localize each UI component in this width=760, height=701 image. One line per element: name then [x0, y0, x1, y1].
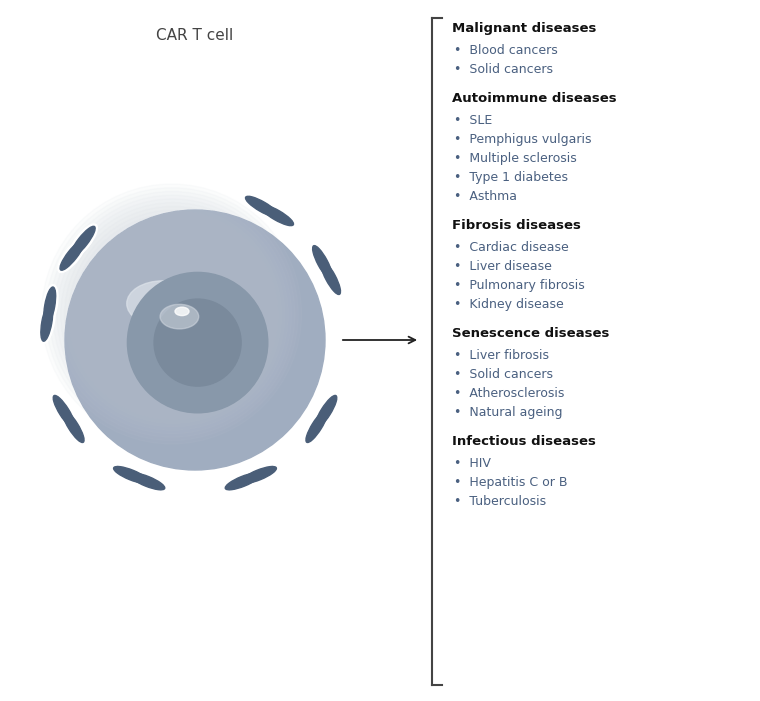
Ellipse shape [260, 205, 293, 226]
Circle shape [128, 273, 268, 413]
Ellipse shape [318, 258, 343, 297]
Text: •  HIV: • HIV [454, 457, 491, 470]
Ellipse shape [41, 304, 52, 341]
Text: •  Liver fibrosis: • Liver fibrosis [454, 349, 549, 362]
Ellipse shape [315, 395, 337, 428]
Text: •  Solid cancers: • Solid cancers [454, 63, 553, 76]
Text: Autoimmune diseases: Autoimmune diseases [452, 92, 616, 105]
Ellipse shape [160, 304, 198, 329]
Circle shape [42, 184, 302, 444]
Text: •  Liver disease: • Liver disease [454, 260, 552, 273]
Ellipse shape [243, 194, 281, 219]
Text: Infectious diseases: Infectious diseases [452, 435, 596, 448]
Circle shape [46, 188, 298, 440]
Ellipse shape [127, 281, 198, 327]
Ellipse shape [44, 287, 55, 325]
Text: •  Pulmonary fibrosis: • Pulmonary fibrosis [454, 279, 584, 292]
Ellipse shape [258, 203, 296, 228]
Ellipse shape [51, 393, 78, 430]
Ellipse shape [312, 245, 333, 280]
Ellipse shape [223, 470, 263, 492]
Text: Fibrosis diseases: Fibrosis diseases [452, 219, 581, 232]
Ellipse shape [53, 395, 75, 428]
Ellipse shape [68, 224, 97, 259]
Ellipse shape [321, 261, 340, 294]
Text: •  SLE: • SLE [454, 114, 492, 127]
Circle shape [154, 299, 241, 386]
Text: •  Tuberculosis: • Tuberculosis [454, 495, 546, 508]
Text: •  Atherosclerosis: • Atherosclerosis [454, 387, 565, 400]
Ellipse shape [127, 470, 167, 492]
Text: Malignant diseases: Malignant diseases [452, 22, 597, 35]
Ellipse shape [62, 410, 84, 442]
Circle shape [49, 191, 295, 437]
Ellipse shape [42, 285, 58, 327]
Ellipse shape [313, 393, 339, 430]
Ellipse shape [71, 226, 95, 257]
Ellipse shape [58, 238, 87, 273]
Ellipse shape [311, 243, 334, 282]
Text: •  Natural ageing: • Natural ageing [454, 406, 562, 419]
Ellipse shape [241, 466, 277, 484]
Text: •  Cardiac disease: • Cardiac disease [454, 241, 568, 254]
Ellipse shape [113, 466, 149, 484]
Text: •  Type 1 diabetes: • Type 1 diabetes [454, 171, 568, 184]
Ellipse shape [111, 464, 151, 486]
Circle shape [65, 210, 325, 470]
Ellipse shape [60, 407, 86, 445]
Ellipse shape [39, 301, 55, 343]
Text: •  Hepatitis C or B: • Hepatitis C or B [454, 476, 568, 489]
Ellipse shape [245, 196, 279, 217]
Text: •  Solid cancers: • Solid cancers [454, 368, 553, 381]
Ellipse shape [175, 307, 189, 315]
Ellipse shape [306, 410, 328, 442]
Circle shape [53, 195, 292, 434]
Ellipse shape [304, 407, 330, 445]
Text: CAR T cell: CAR T cell [157, 28, 233, 43]
Text: •  Blood cancers: • Blood cancers [454, 44, 558, 57]
Text: •  Kidney disease: • Kidney disease [454, 298, 564, 311]
Ellipse shape [239, 464, 279, 486]
Ellipse shape [225, 473, 261, 490]
Ellipse shape [155, 291, 178, 306]
Text: •  Asthma: • Asthma [454, 190, 517, 203]
Ellipse shape [60, 240, 84, 271]
Text: Senescence diseases: Senescence diseases [452, 327, 610, 340]
Text: •  Multiple sclerosis: • Multiple sclerosis [454, 152, 577, 165]
Ellipse shape [129, 473, 165, 490]
Text: •  Pemphigus vulgaris: • Pemphigus vulgaris [454, 133, 591, 146]
